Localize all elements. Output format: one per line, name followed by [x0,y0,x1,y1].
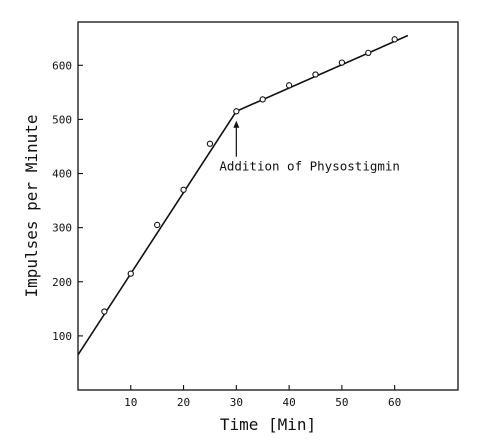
x-axis-title: Time [Min] [220,415,316,434]
y-tick-label: 100 [52,330,72,343]
data-point [154,221,161,229]
data-point [259,96,266,103]
x-tick-label: 60 [388,396,401,409]
x-tick-label: 50 [335,396,348,409]
data-points [101,36,398,315]
fit-lines [77,34,409,356]
annotation-label: Addition of Physostigmin [219,159,400,174]
data-point [391,36,398,43]
axis-ticks: 10 20 30 40 50 60 100 200 300 400 500 600 [52,59,401,409]
data-point [127,270,134,277]
x-tick-label: 20 [177,396,190,409]
x-tick-label: 40 [282,396,295,409]
data-point [101,308,108,315]
data-point [180,186,187,193]
data-point [338,59,346,66]
data-point [312,71,319,78]
y-tick-label: 400 [52,168,72,181]
annotation: Addition of Physostigmin [219,120,400,174]
fit-line [77,110,238,356]
arrow-head-icon [233,120,240,128]
y-axis-title: Impulses per Minute [22,114,41,297]
y-tick-label: 500 [52,113,72,126]
y-tick-label: 200 [52,276,72,289]
data-point [206,140,214,147]
data-point [233,108,240,115]
x-tick-label: 30 [230,396,243,409]
y-tick-label: 600 [52,59,72,72]
y-tick-label: 300 [52,222,72,235]
data-point [365,49,372,56]
x-tick-label: 10 [124,396,137,409]
data-point [285,82,293,89]
plot-frame [77,21,459,391]
